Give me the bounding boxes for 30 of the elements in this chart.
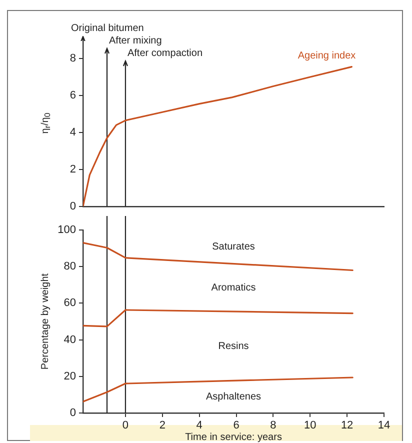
x-tick-label: 10 bbox=[304, 420, 316, 432]
y-tick-label: 0 bbox=[70, 407, 76, 420]
x-tick-label: 8 bbox=[270, 420, 276, 432]
text: Original bitumen bbox=[71, 22, 144, 34]
y-axis-title: ηr/η0 bbox=[40, 112, 52, 134]
annotation: Saturates bbox=[212, 242, 255, 253]
y-tick-label: 80 bbox=[64, 260, 76, 273]
y-axis-title: Percentage by weight bbox=[40, 273, 51, 370]
x-tick-label: 12 bbox=[340, 420, 354, 432]
y-tick-label: 4 bbox=[70, 126, 76, 138]
ref-line-label: After compaction bbox=[127, 48, 203, 59]
x-axis-title: Time in service: years bbox=[185, 432, 282, 443]
annotation: Aromatics bbox=[211, 282, 256, 294]
y-tick-label: 20 bbox=[64, 370, 76, 382]
ref-line-label: After mixing bbox=[109, 35, 162, 46]
y-tick-label: 60 bbox=[64, 297, 76, 310]
y-tick-label: 40 bbox=[64, 334, 76, 346]
annotation: Asphaltenes bbox=[206, 392, 262, 403]
x-tick-label: 6 bbox=[233, 420, 240, 432]
x-tick-label: 2 bbox=[159, 420, 166, 432]
y-tick-label: 8 bbox=[70, 52, 76, 65]
y-tick-label: 6 bbox=[70, 90, 76, 102]
y-tick-label: 100 bbox=[58, 224, 76, 236]
y-tick-label: 2 bbox=[70, 163, 76, 176]
annotation: Resins bbox=[218, 340, 249, 352]
x-tick-label: 0 bbox=[122, 420, 129, 432]
x-tick-label: 4 bbox=[196, 420, 202, 432]
x-tick-label: 14 bbox=[378, 420, 390, 432]
y-tick-label: 0 bbox=[70, 200, 76, 212]
series-label: Ageing index bbox=[298, 50, 356, 62]
